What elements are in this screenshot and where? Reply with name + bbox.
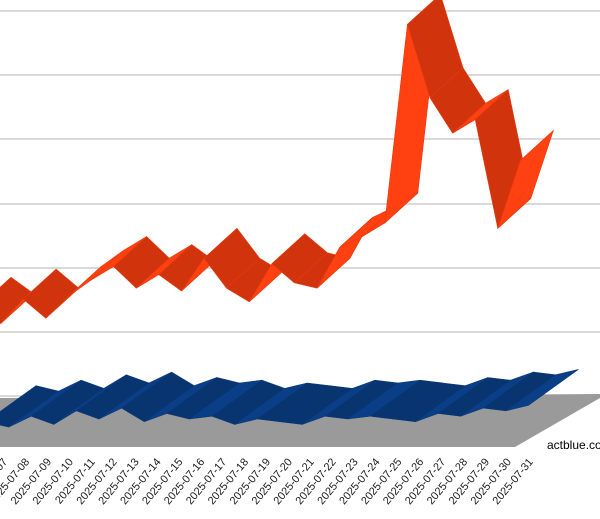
series-1-segment	[505, 369, 579, 412]
watermark-text: actblue.co	[547, 438, 600, 452]
series-1	[0, 369, 579, 428]
series-0-segment	[497, 129, 555, 230]
x-axis-tick-labels: 2025-07-072025-07-082025-07-092025-07-10…	[0, 456, 536, 507]
series-0	[0, 0, 555, 324]
series-layer	[0, 0, 579, 428]
